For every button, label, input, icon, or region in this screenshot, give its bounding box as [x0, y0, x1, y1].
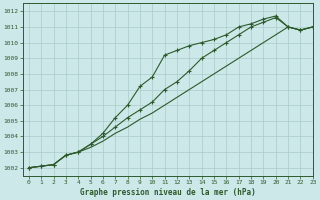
X-axis label: Graphe pression niveau de la mer (hPa): Graphe pression niveau de la mer (hPa) [80, 188, 256, 197]
